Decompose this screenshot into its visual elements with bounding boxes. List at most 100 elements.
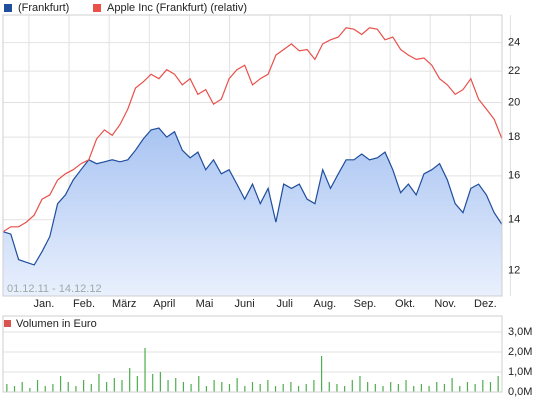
line: [2, 27, 503, 233]
volume-bar: [98, 374, 100, 392]
y-tick-label: 2,0M: [508, 346, 532, 358]
volume-bar: [205, 386, 208, 392]
volume-bar: [405, 380, 407, 392]
y-tick-label: 20: [508, 96, 520, 108]
volume-bar: [374, 384, 376, 392]
volume-bar: [305, 384, 307, 392]
y-tick-label: 24: [508, 36, 520, 48]
volume-bar: [167, 380, 169, 392]
volume-bar: [466, 382, 469, 392]
volume-bar: [428, 386, 430, 392]
volume-bar: [106, 382, 108, 392]
legend-label: Apple Inc (Frankfurt) (relativ): [107, 2, 247, 14]
x-tick-label: Mai: [196, 298, 214, 310]
volume-bar: [359, 376, 361, 392]
volume-bar: [413, 386, 415, 392]
volume-bar: [420, 384, 422, 392]
volume-bar: [336, 384, 338, 392]
plot-frame: [2, 315, 503, 393]
volume-bar: [21, 382, 23, 392]
y-tick-label: 16: [508, 170, 520, 182]
x-tick-label: Dez.: [474, 298, 497, 310]
volume-bar: [328, 382, 330, 392]
volume-bar: [397, 384, 399, 392]
volume-bar: [482, 380, 484, 392]
volume-bar: [113, 378, 115, 392]
volume-bar: [159, 372, 161, 392]
volume-bar: [497, 376, 499, 392]
volume-bar: [213, 380, 215, 392]
y-tick-label: 22: [508, 65, 520, 77]
volume-bar: [320, 356, 323, 392]
y-tick-label: 3,0M: [508, 326, 532, 338]
volume-bar: [36, 380, 39, 392]
volume-bar: [459, 386, 461, 392]
volume-bar: [221, 382, 223, 392]
volume-bar: [382, 386, 384, 392]
volume-bar: [390, 382, 392, 392]
x-tick-label: April: [153, 298, 175, 310]
x-tick-label: Okt.: [395, 298, 415, 310]
x-tick-label: März: [112, 298, 136, 310]
volume-bar: [29, 388, 31, 392]
volume-bar: [351, 380, 353, 392]
date-range: 01.12.11 - 14.12.12: [7, 283, 102, 295]
y-tick-label: 14: [508, 214, 520, 226]
volume-bar: [67, 382, 69, 392]
legend-swatch: [4, 4, 12, 12]
volume-bar: [75, 386, 77, 392]
volume-bar: [129, 368, 131, 392]
volume-bar: [443, 384, 446, 392]
volume-bar: [344, 386, 346, 392]
volume-bar: [297, 386, 300, 392]
y-tick-label: 18: [508, 131, 520, 143]
volume-bar: [267, 380, 269, 392]
volume-bar: [152, 374, 154, 392]
y-tick-label: 0,0M: [508, 386, 532, 398]
volume-bar: [182, 382, 185, 392]
legend-swatch: [93, 4, 101, 12]
x-tick-label: Aug.: [314, 298, 337, 310]
area: [3, 128, 502, 296]
volume-bar: [190, 384, 192, 392]
y-tick-label: 1,0M: [508, 366, 532, 378]
volume-bar: [274, 386, 277, 392]
x-tick-label: Feb.: [73, 298, 95, 310]
volume-bar: [13, 386, 16, 392]
volume-bar: [59, 376, 62, 392]
volume-bar: [313, 380, 315, 392]
x-tick-label: Sep.: [354, 298, 377, 310]
volume-bar: [282, 384, 284, 392]
x-tick-label: Juli: [276, 298, 293, 310]
volume-bar: [83, 380, 85, 392]
volume-bar: [251, 382, 254, 392]
volume-bar: [436, 382, 438, 392]
plot: 12 14 16 18 20 22 24 01.12.11 - 14.12.12 Jan. Feb…: [2, 14, 532, 398]
volume-bar: [52, 384, 54, 392]
volume-bar: [259, 384, 261, 392]
volume-bar: [136, 376, 138, 392]
volume-bar: [121, 380, 123, 392]
volume-bar: [6, 384, 8, 392]
volume-bar: [367, 382, 369, 392]
volume-bar: [144, 348, 146, 392]
volume-bar: [474, 384, 476, 392]
y-tick-label: 12: [508, 264, 520, 276]
legend-label: (Frankfurt): [18, 2, 69, 14]
x-tick-label: Juni: [234, 298, 254, 310]
volume-bar: [451, 378, 453, 392]
x-tick-label: Jan.: [34, 298, 55, 310]
line: [2, 127, 503, 266]
legend-swatch: [4, 320, 11, 327]
volume-bar: [290, 382, 292, 392]
volume-bar: [44, 386, 46, 392]
plot-frame: [2, 14, 503, 297]
volume-bar: [198, 376, 200, 392]
volume-bar: [244, 386, 246, 392]
x-tick-label: Nov.: [434, 298, 456, 310]
volume-bar: [228, 384, 231, 392]
volume-bar: [236, 378, 238, 392]
legend-label: Volumen in Euro: [16, 318, 97, 330]
volume-bar: [90, 384, 92, 392]
